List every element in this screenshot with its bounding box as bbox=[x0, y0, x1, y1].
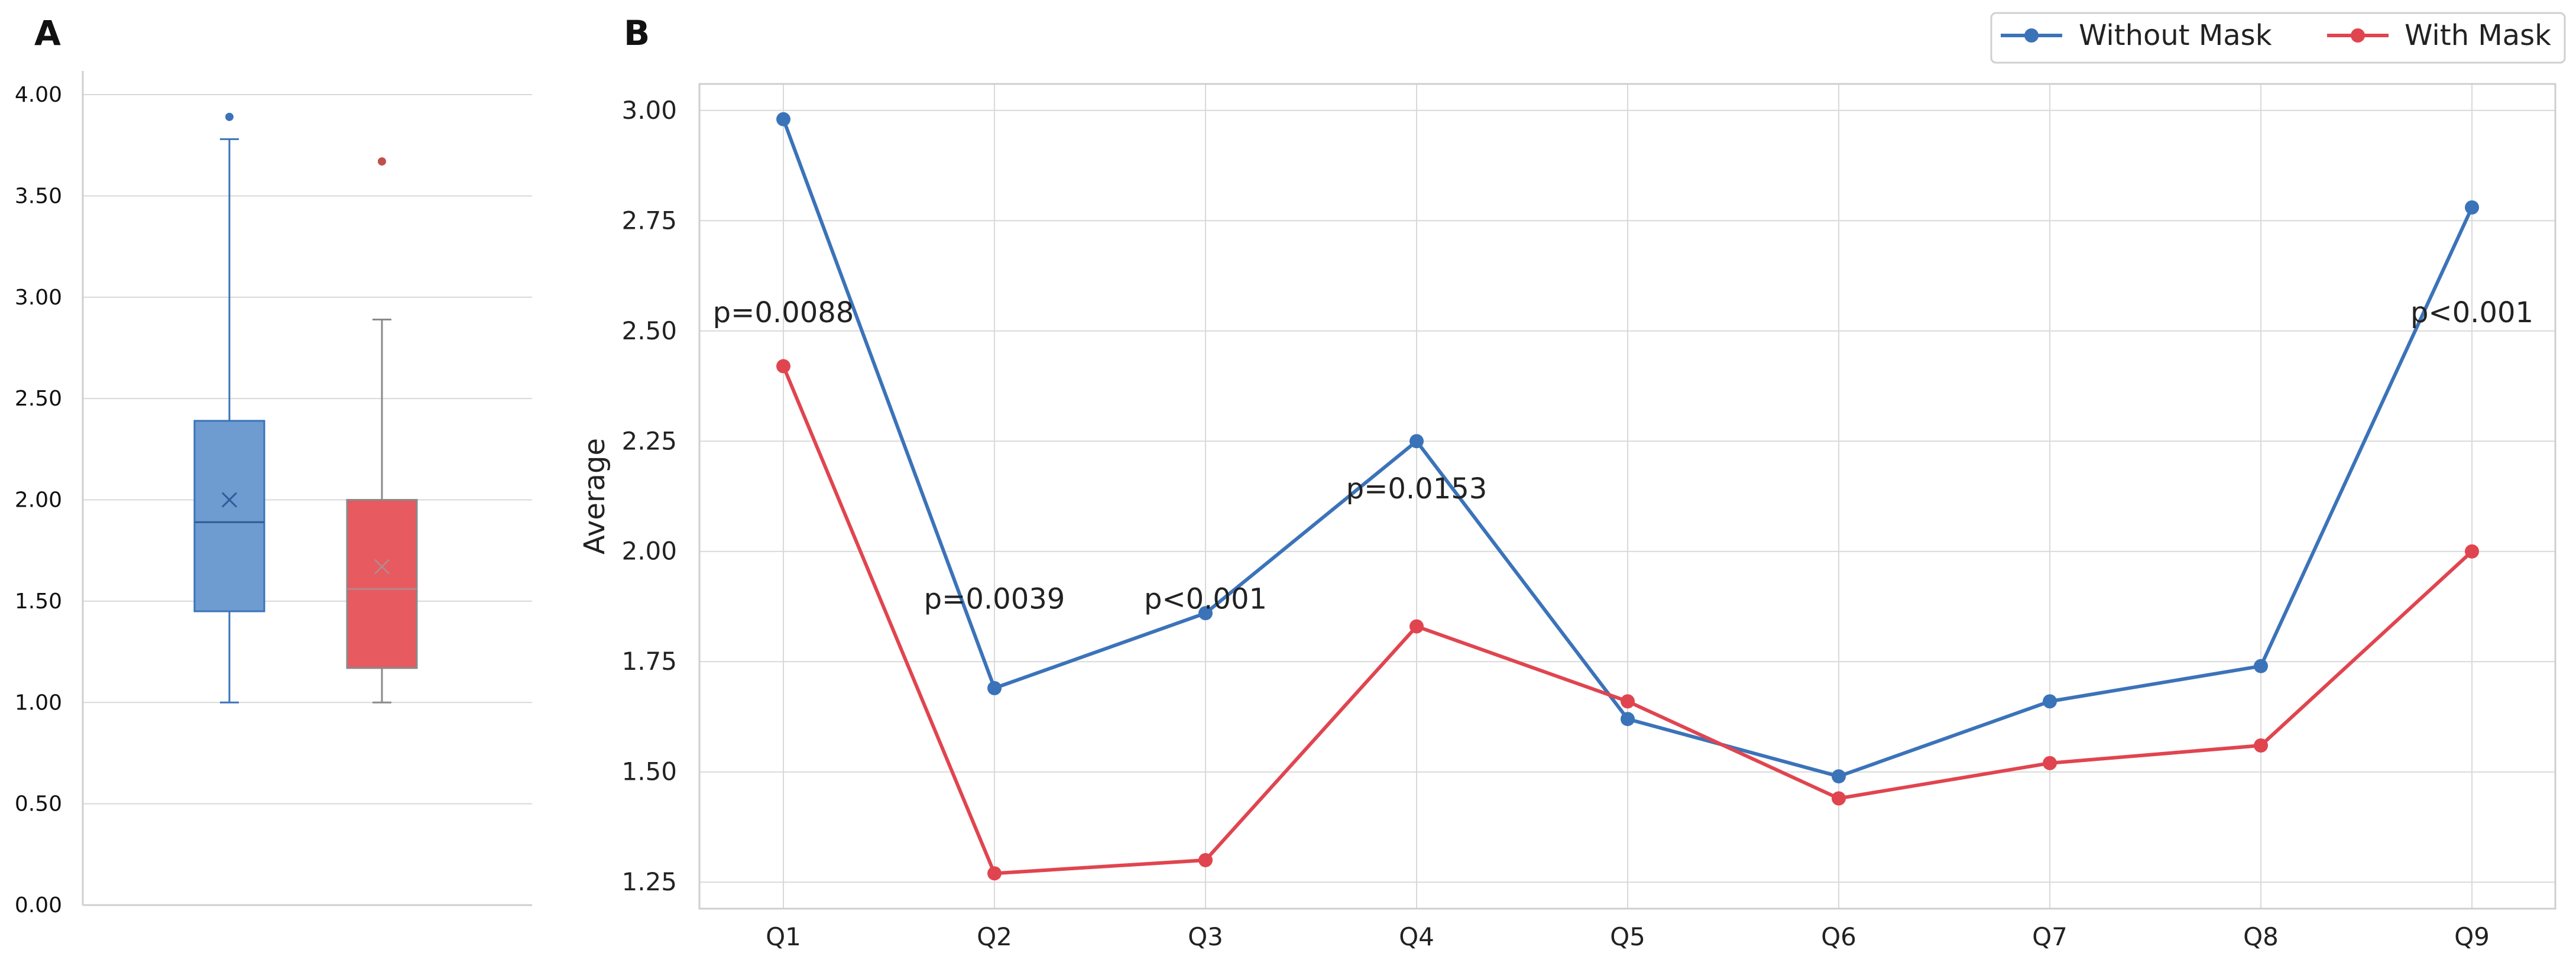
data-point-with-mask bbox=[1198, 852, 1213, 867]
panel-b-ytick-label: 2.25 bbox=[621, 426, 677, 455]
panel-b-xtick-label: Q2 bbox=[977, 922, 1012, 951]
p-value-annotation: p=0.0088 bbox=[713, 296, 854, 329]
panel-b-xtick-label: Q9 bbox=[2454, 922, 2490, 951]
panel-a-ytick-label: 1.50 bbox=[15, 589, 62, 614]
panel-b-ylabel: Average bbox=[578, 438, 611, 555]
outlier-point bbox=[225, 112, 234, 121]
data-point-without-mask bbox=[776, 112, 790, 127]
legend-marker-with-mask bbox=[2351, 28, 2365, 43]
panel-b-xtick-label: Q8 bbox=[2243, 922, 2279, 951]
data-point-with-mask bbox=[1621, 694, 1635, 709]
p-value-annotation: p=0.0039 bbox=[924, 583, 1065, 616]
mean-marker bbox=[374, 559, 390, 575]
panel-b-ytick-label: 2.75 bbox=[621, 206, 677, 235]
panel-b-xtick-label: Q7 bbox=[2032, 922, 2068, 951]
p-value-annotation: p<0.001 bbox=[1144, 583, 1267, 616]
panel-b-ytick-label: 2.50 bbox=[621, 316, 677, 345]
legend-marker-without-mask bbox=[2024, 28, 2039, 43]
data-point-without-mask bbox=[1621, 712, 1635, 727]
data-point-without-mask bbox=[1832, 769, 1846, 784]
panel-a-boxplot: 0.00 0.50 1.00 1.50 2.00 2.50 3.00 3.50 4.00 bbox=[15, 71, 532, 918]
panel-a-ytick-label: 3.50 bbox=[15, 184, 62, 208]
panel-a-ytick-label: 2.00 bbox=[15, 488, 62, 513]
panel-b-letter: B bbox=[624, 13, 650, 53]
panel-b-ytick-label: 1.25 bbox=[621, 867, 677, 896]
panel-a-ytick-label: 1.00 bbox=[15, 691, 62, 715]
legend-frame bbox=[1990, 12, 2566, 64]
p-value-annotation: p=0.0153 bbox=[1346, 472, 1488, 505]
panel-a-letter: A bbox=[34, 13, 61, 53]
panel-b-xtick-label: Q1 bbox=[766, 922, 801, 951]
legend-label-without-mask: Without Mask bbox=[2079, 19, 2272, 52]
panel-b-xtick-label: Q5 bbox=[1610, 922, 1645, 951]
data-point-with-mask bbox=[2043, 756, 2057, 770]
panel-a-ytick-label: 4.00 bbox=[15, 83, 62, 107]
outlier-point bbox=[378, 157, 386, 166]
panel-a-ytick-label: 2.50 bbox=[15, 387, 62, 411]
data-point-with-mask bbox=[2254, 738, 2268, 753]
legend-label-with-mask: With Mask bbox=[2405, 19, 2551, 52]
data-point-with-mask bbox=[1832, 791, 1846, 806]
legend: Without Mask With Mask bbox=[1990, 12, 2566, 64]
box-with-mask bbox=[346, 157, 418, 704]
panel-b-ytick-label: 2.00 bbox=[621, 537, 677, 566]
panel-b-xtick-label: Q6 bbox=[1821, 922, 1856, 951]
panel-a-ytick-label: 3.00 bbox=[15, 286, 62, 310]
data-point-without-mask bbox=[2254, 659, 2268, 673]
panel-b-ytick-label: 3.00 bbox=[621, 96, 677, 125]
p-value-annotation: p<0.001 bbox=[2410, 296, 2533, 329]
panel-a-ytick-label: 0.00 bbox=[15, 893, 62, 918]
data-point-without-mask bbox=[1198, 606, 1213, 621]
panel-b-xtick-label: Q4 bbox=[1399, 922, 1434, 951]
mean-marker bbox=[221, 492, 238, 508]
panel-b-ytick-label: 1.50 bbox=[621, 757, 677, 786]
panel-b-ytick-label: 1.75 bbox=[621, 647, 677, 676]
data-point-without-mask bbox=[1409, 434, 1424, 449]
data-point-with-mask bbox=[1409, 619, 1424, 634]
data-point-with-mask bbox=[776, 359, 790, 374]
data-point-without-mask bbox=[2043, 694, 2057, 709]
panel-a-ytick-label: 0.50 bbox=[15, 792, 62, 816]
box-without-mask bbox=[193, 112, 265, 704]
panel-b-frame bbox=[698, 83, 2556, 910]
data-point-without-mask bbox=[987, 681, 1002, 696]
panel-b-xtick-label: Q3 bbox=[1188, 922, 1223, 951]
data-point-with-mask bbox=[987, 866, 1002, 881]
iqr-box bbox=[193, 420, 265, 612]
panel-b-line-chart: 1.25 1.50 1.75 2.00 2.25 2.50 2.75 3.00 Q1 Q2 Q3 Q4… bbox=[578, 83, 2556, 951]
data-point-with-mask bbox=[2465, 544, 2479, 559]
data-point-without-mask bbox=[2465, 200, 2479, 215]
iqr-box bbox=[346, 499, 418, 669]
